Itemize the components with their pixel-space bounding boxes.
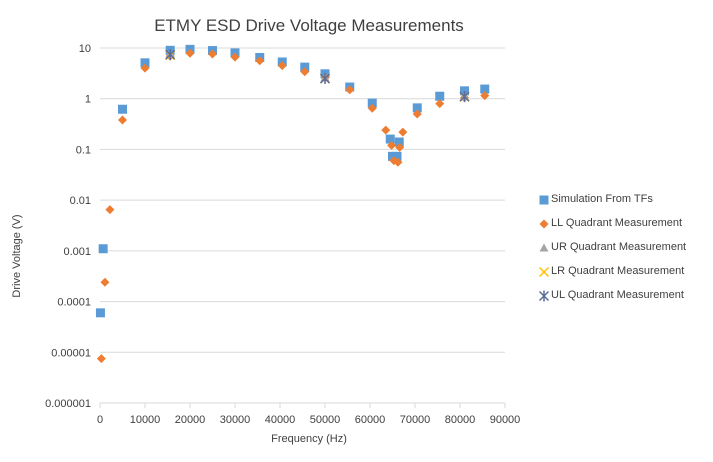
- y-axis-label: Drive Voltage (V): [11, 214, 23, 298]
- data-point: [392, 151, 402, 161]
- legend-label: LL Quadrant Measurement: [551, 217, 683, 229]
- legend-label: UL Quadrant Measurement: [551, 289, 684, 301]
- x-tick-label: 30000: [220, 414, 251, 426]
- legend-marker-shape: [539, 195, 549, 205]
- legend-item-simulation-from-tfs: Simulation From TFs: [538, 192, 713, 216]
- legend-marker-icon: [539, 219, 549, 229]
- y-tick-label: 1: [85, 94, 91, 106]
- data-point: [412, 109, 422, 119]
- data-point: [394, 137, 404, 147]
- x-tick-label: 20000: [175, 414, 206, 426]
- data-point: [165, 49, 176, 61]
- series-simulation-from-tfs: [95, 44, 490, 318]
- x-tick-label: 10000: [130, 414, 161, 426]
- x-tick-label: 60000: [355, 414, 386, 426]
- data-point: [393, 157, 403, 167]
- legend-marker-shape: [538, 266, 550, 278]
- legend-label: Simulation From TFs: [551, 193, 653, 205]
- x-tick-label: 80000: [445, 414, 476, 426]
- series-ll-quadrant-measurement: [96, 48, 490, 364]
- x-tick-label: 0: [97, 414, 103, 426]
- y-tick-label: 0.1: [76, 144, 91, 156]
- data-point: [395, 142, 405, 152]
- y-tick-label: 0.0001: [57, 297, 91, 309]
- data-point: [398, 127, 408, 137]
- legend-marker-shape: [539, 243, 549, 252]
- data-point: [140, 58, 150, 68]
- data-point: [367, 103, 377, 113]
- data-point: [96, 354, 106, 364]
- data-point: [100, 277, 110, 287]
- x-tick-label: 50000: [310, 414, 341, 426]
- data-point: [118, 104, 127, 114]
- data-point: [140, 63, 150, 73]
- data-point: [460, 86, 469, 96]
- data-point: [255, 56, 265, 66]
- y-tick-label: 0.00001: [51, 347, 91, 359]
- x-axis-label: Frequency (Hz): [271, 433, 347, 445]
- legend-marker-icon: [539, 243, 549, 252]
- legend: Simulation From TFs LL Quadrant Measureme…: [538, 192, 713, 312]
- x-tick-label: 90000: [490, 414, 521, 426]
- legend-label: UR Quadrant Measurement: [551, 241, 687, 253]
- data-point: [381, 125, 391, 135]
- data-point: [319, 73, 331, 85]
- data-point: [230, 52, 240, 62]
- data-point: [367, 98, 377, 108]
- legend-item-ul-quadrant-measurement: UL Quadrant Measurement: [538, 288, 713, 312]
- y-tick-label: 0.000001: [45, 398, 91, 410]
- data-point: [300, 62, 310, 72]
- legend-marker-shape: [538, 290, 550, 302]
- data-point: [185, 48, 195, 58]
- series-lr-quadrant-measurement: [165, 50, 470, 103]
- series-ul-quadrant-measurement: [165, 49, 470, 103]
- x-tick-label: 40000: [265, 414, 296, 426]
- x-tick-label: 70000: [400, 414, 431, 426]
- data-point: [480, 84, 490, 94]
- data-point: [387, 140, 397, 150]
- data-point: [435, 91, 445, 101]
- data-point: [385, 134, 395, 144]
- data-point: [435, 99, 445, 109]
- y-tick-label: 0.001: [63, 246, 91, 258]
- legend-item-ur-quadrant-measurement: UR Quadrant Measurement: [538, 240, 713, 264]
- legend-item-lr-quadrant-measurement: LR Quadrant Measurement: [538, 264, 713, 288]
- legend-marker-icon: [538, 290, 550, 302]
- data-point: [118, 115, 127, 125]
- legend-marker-shape: [539, 219, 549, 229]
- data-point: [277, 61, 287, 71]
- data-point: [345, 85, 355, 95]
- chart-title: ETMY ESD Drive Voltage Measurements: [154, 16, 464, 35]
- data-point: [95, 308, 105, 318]
- data-point: [300, 67, 310, 77]
- y-tick-label: 0.01: [70, 195, 91, 207]
- legend-label: LR Quadrant Measurement: [551, 265, 685, 277]
- legend-marker-icon: [539, 195, 549, 205]
- y-tick-label: 10: [79, 43, 91, 55]
- data-point: [105, 205, 115, 215]
- data-point: [208, 49, 217, 59]
- legend-item-ll-quadrant-measurement: LL Quadrant Measurement: [538, 216, 713, 240]
- legend-marker-icon: [538, 266, 550, 278]
- data-point: [412, 103, 422, 113]
- data-point: [480, 91, 490, 101]
- data-point: [459, 91, 470, 103]
- data-point: [98, 244, 108, 254]
